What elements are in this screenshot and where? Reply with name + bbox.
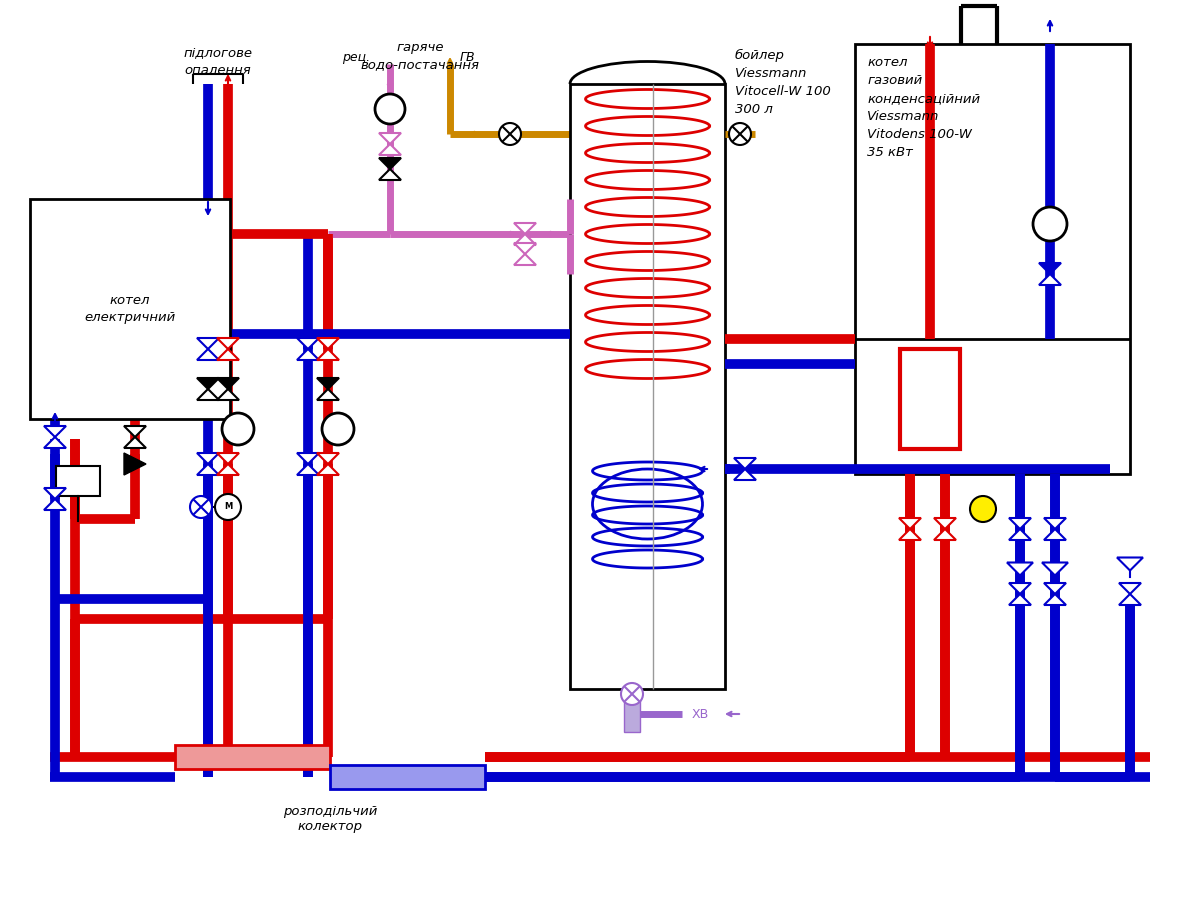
Polygon shape bbox=[1117, 558, 1144, 571]
Polygon shape bbox=[899, 518, 922, 529]
Polygon shape bbox=[379, 158, 401, 169]
Polygon shape bbox=[298, 349, 319, 360]
Polygon shape bbox=[734, 458, 756, 469]
Circle shape bbox=[730, 123, 751, 145]
Bar bbox=[900, 349, 960, 449]
Polygon shape bbox=[44, 426, 66, 437]
Polygon shape bbox=[317, 338, 338, 349]
Polygon shape bbox=[379, 144, 401, 155]
Bar bbox=[30, 199, 230, 419]
Polygon shape bbox=[514, 223, 536, 234]
Polygon shape bbox=[197, 453, 220, 464]
Polygon shape bbox=[934, 529, 956, 540]
Polygon shape bbox=[1044, 529, 1066, 540]
Text: розподільчий
колектор: розподільчий колектор bbox=[283, 805, 377, 833]
Circle shape bbox=[499, 123, 521, 145]
Bar bbox=[56, 466, 100, 496]
Polygon shape bbox=[1009, 583, 1031, 594]
Polygon shape bbox=[1044, 583, 1066, 594]
Polygon shape bbox=[1044, 594, 1066, 605]
Polygon shape bbox=[124, 453, 146, 475]
Polygon shape bbox=[217, 349, 239, 360]
Polygon shape bbox=[217, 464, 239, 475]
Polygon shape bbox=[298, 338, 319, 349]
Polygon shape bbox=[1120, 594, 1141, 605]
Polygon shape bbox=[1039, 274, 1061, 285]
Text: котел
газовий
конденсаційний
Viessmann
Vitodens 100-W
35 кВт: котел газовий конденсаційний Viessmann V… bbox=[866, 56, 980, 159]
Polygon shape bbox=[734, 469, 756, 480]
Polygon shape bbox=[298, 464, 319, 475]
Polygon shape bbox=[379, 133, 401, 144]
Circle shape bbox=[374, 94, 406, 124]
Polygon shape bbox=[317, 464, 338, 475]
Polygon shape bbox=[217, 338, 239, 349]
Polygon shape bbox=[1009, 529, 1031, 540]
Polygon shape bbox=[44, 437, 66, 448]
Text: підлогове
опалення: підлогове опалення bbox=[184, 47, 252, 77]
Text: ХВ: ХВ bbox=[692, 708, 709, 720]
Polygon shape bbox=[1120, 583, 1141, 594]
Polygon shape bbox=[514, 234, 536, 245]
Polygon shape bbox=[1039, 263, 1061, 274]
Polygon shape bbox=[197, 389, 220, 400]
Polygon shape bbox=[317, 389, 338, 400]
Text: рец.: рец. bbox=[342, 51, 370, 63]
Bar bbox=[570, 84, 725, 689]
Polygon shape bbox=[124, 426, 146, 437]
Polygon shape bbox=[1042, 562, 1068, 575]
Text: ГВ: ГВ bbox=[460, 51, 475, 63]
Bar bbox=[624, 687, 640, 732]
Polygon shape bbox=[197, 378, 220, 389]
Polygon shape bbox=[44, 488, 66, 499]
Polygon shape bbox=[1009, 518, 1031, 529]
Circle shape bbox=[222, 413, 254, 445]
Text: гаряче
водо-постачання: гаряче водо-постачання bbox=[360, 41, 480, 71]
Circle shape bbox=[190, 496, 212, 518]
Polygon shape bbox=[298, 453, 319, 464]
Polygon shape bbox=[124, 437, 146, 448]
Polygon shape bbox=[44, 499, 66, 510]
Polygon shape bbox=[197, 338, 220, 349]
Bar bbox=[175, 745, 330, 769]
Text: бойлер
Viessmann
Vitocell-W 100
300 л: бойлер Viessmann Vitocell-W 100 300 л bbox=[734, 49, 830, 116]
Text: котел
електричний: котел електричний bbox=[84, 293, 175, 324]
Polygon shape bbox=[317, 453, 338, 464]
Polygon shape bbox=[317, 378, 338, 389]
Circle shape bbox=[970, 496, 996, 522]
Polygon shape bbox=[934, 518, 956, 529]
Circle shape bbox=[322, 413, 354, 445]
Polygon shape bbox=[217, 378, 239, 389]
Polygon shape bbox=[379, 169, 401, 180]
Circle shape bbox=[622, 683, 643, 705]
Polygon shape bbox=[317, 349, 338, 360]
Polygon shape bbox=[197, 464, 220, 475]
Bar bbox=[856, 44, 1130, 474]
Bar bbox=[330, 765, 485, 789]
Polygon shape bbox=[217, 453, 239, 464]
Polygon shape bbox=[217, 389, 239, 400]
Polygon shape bbox=[1009, 594, 1031, 605]
Polygon shape bbox=[514, 254, 536, 265]
Circle shape bbox=[1033, 207, 1067, 241]
Circle shape bbox=[215, 494, 241, 520]
Polygon shape bbox=[899, 529, 922, 540]
Polygon shape bbox=[197, 349, 220, 360]
Text: M: M bbox=[224, 503, 232, 512]
Polygon shape bbox=[514, 243, 536, 254]
Polygon shape bbox=[1007, 562, 1033, 575]
Polygon shape bbox=[1044, 518, 1066, 529]
